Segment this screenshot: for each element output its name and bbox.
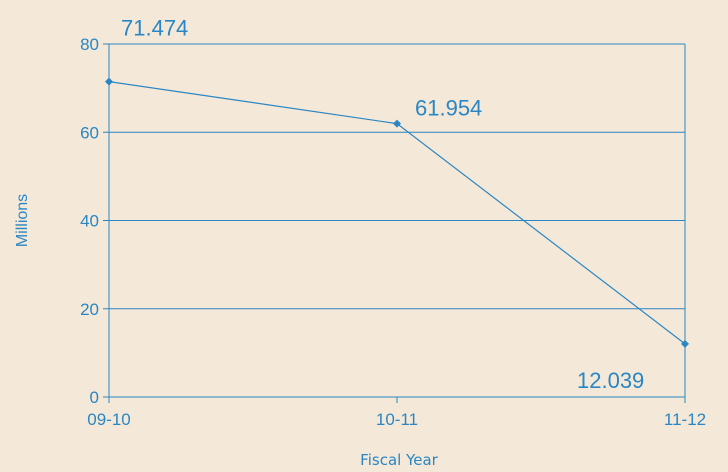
- data-label: 12.039: [577, 368, 644, 393]
- gridlines: [109, 43, 685, 310]
- data-point: [393, 119, 401, 128]
- data-point: [105, 77, 113, 86]
- y-tick-label: 0: [90, 388, 99, 407]
- x-tick-label: 11-12: [664, 410, 706, 429]
- y-axis-title: Millions: [14, 194, 31, 247]
- data-point: [681, 339, 689, 348]
- y-tick-label: 40: [80, 212, 99, 231]
- series: [105, 77, 689, 348]
- y-tick-labels: 0 20 40 60 80: [80, 35, 99, 407]
- y-tick-label: 20: [80, 300, 99, 319]
- x-tick-labels: 09-10 10-11 11-12: [87, 410, 706, 429]
- x-tick-label: 09-10: [87, 410, 130, 429]
- data-label: 61.954: [415, 96, 482, 121]
- data-labels: 71.474 61.954 12.039: [121, 16, 644, 393]
- axes: [103, 43, 686, 403]
- y-tick-label: 60: [80, 123, 99, 142]
- x-tick-label: 10-11: [376, 410, 418, 429]
- data-label: 71.474: [121, 16, 188, 41]
- y-tick-label: 80: [80, 35, 99, 54]
- x-axis-title: Fiscal Year: [360, 451, 438, 469]
